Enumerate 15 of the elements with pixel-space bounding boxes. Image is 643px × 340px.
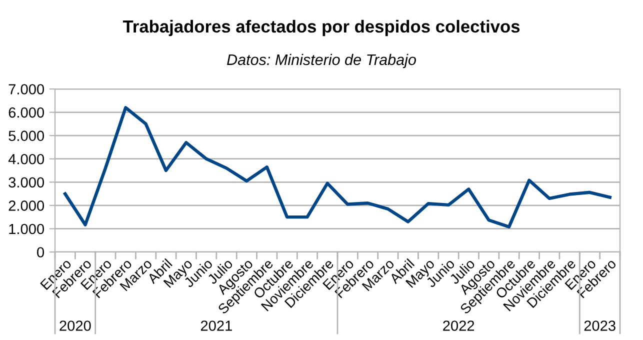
y-tick-label: 0 <box>37 247 44 258</box>
text: 2020 <box>60 320 91 331</box>
y-tick-label: 5.000 <box>8 130 44 141</box>
y-tick-label: 3.000 <box>8 177 44 188</box>
line-series <box>63 106 612 228</box>
chart-subtitle: Datos: Ministerio de Trabajo <box>227 54 416 68</box>
text: 2022 <box>443 320 474 331</box>
y-tick-label: 1.000 <box>9 224 44 234</box>
y-tick-label: 7.000 <box>8 84 44 94</box>
y-tick-label: 4.000 <box>8 154 44 164</box>
y-tick-label: 6.000 <box>8 107 44 118</box>
text: 2021 <box>200 320 232 331</box>
chart-title: Trabajadores afectados por despidos colectivos <box>122 20 520 36</box>
y-tick-label: 2.000 <box>8 200 44 211</box>
text: 2023 <box>584 320 616 331</box>
